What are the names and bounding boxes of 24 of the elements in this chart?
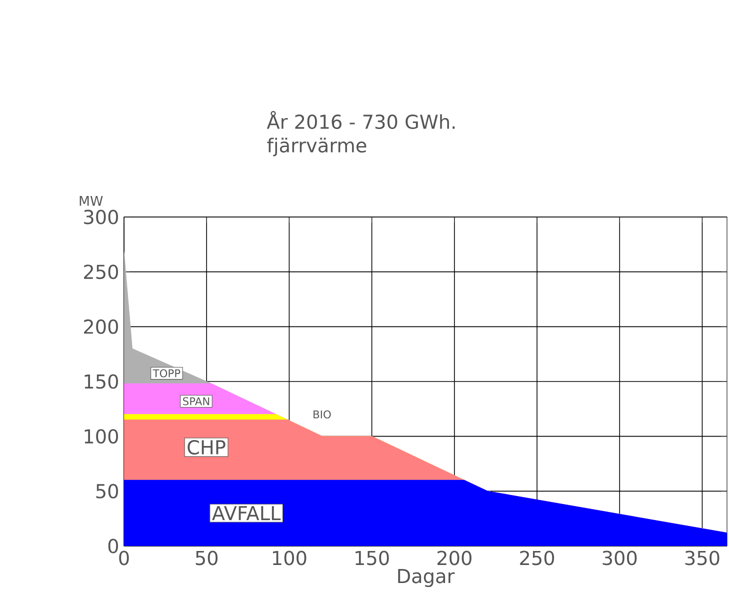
y-tick-label: 0 (108, 538, 118, 554)
series-label: TOPP (152, 369, 180, 378)
x-tick-label: 0 (119, 550, 129, 566)
y-tick-label: 50 (96, 484, 118, 498)
y-tick-label: 100 (84, 429, 118, 444)
chart-subtitle: fjärrvärme (267, 138, 366, 156)
x-tick-label: 200 (437, 550, 472, 566)
series-label: AVFALL (212, 506, 281, 520)
y-tick-label: 250 (84, 264, 118, 280)
y-tick-label: 200 (84, 319, 118, 334)
y-tick-label: 150 (84, 374, 118, 389)
x-tick-label: 250 (520, 550, 554, 566)
x-axis-title: Dagar (398, 569, 455, 588)
series-label: SPAN (183, 397, 210, 406)
series-label: BIO (314, 410, 331, 418)
y-axis-title: MW (80, 196, 103, 206)
x-tick-label: 150 (356, 550, 389, 566)
x-tick-label: 300 (602, 550, 637, 566)
y-tick-label: 300 (84, 210, 118, 224)
x-tick-label: 350 (685, 550, 720, 566)
chart-title: År 2016 - 730 GWh. (266, 110, 455, 130)
series-label: CHP (188, 440, 226, 455)
x-tick-label: 50 (196, 550, 218, 566)
x-tick-label: 100 (272, 550, 306, 566)
